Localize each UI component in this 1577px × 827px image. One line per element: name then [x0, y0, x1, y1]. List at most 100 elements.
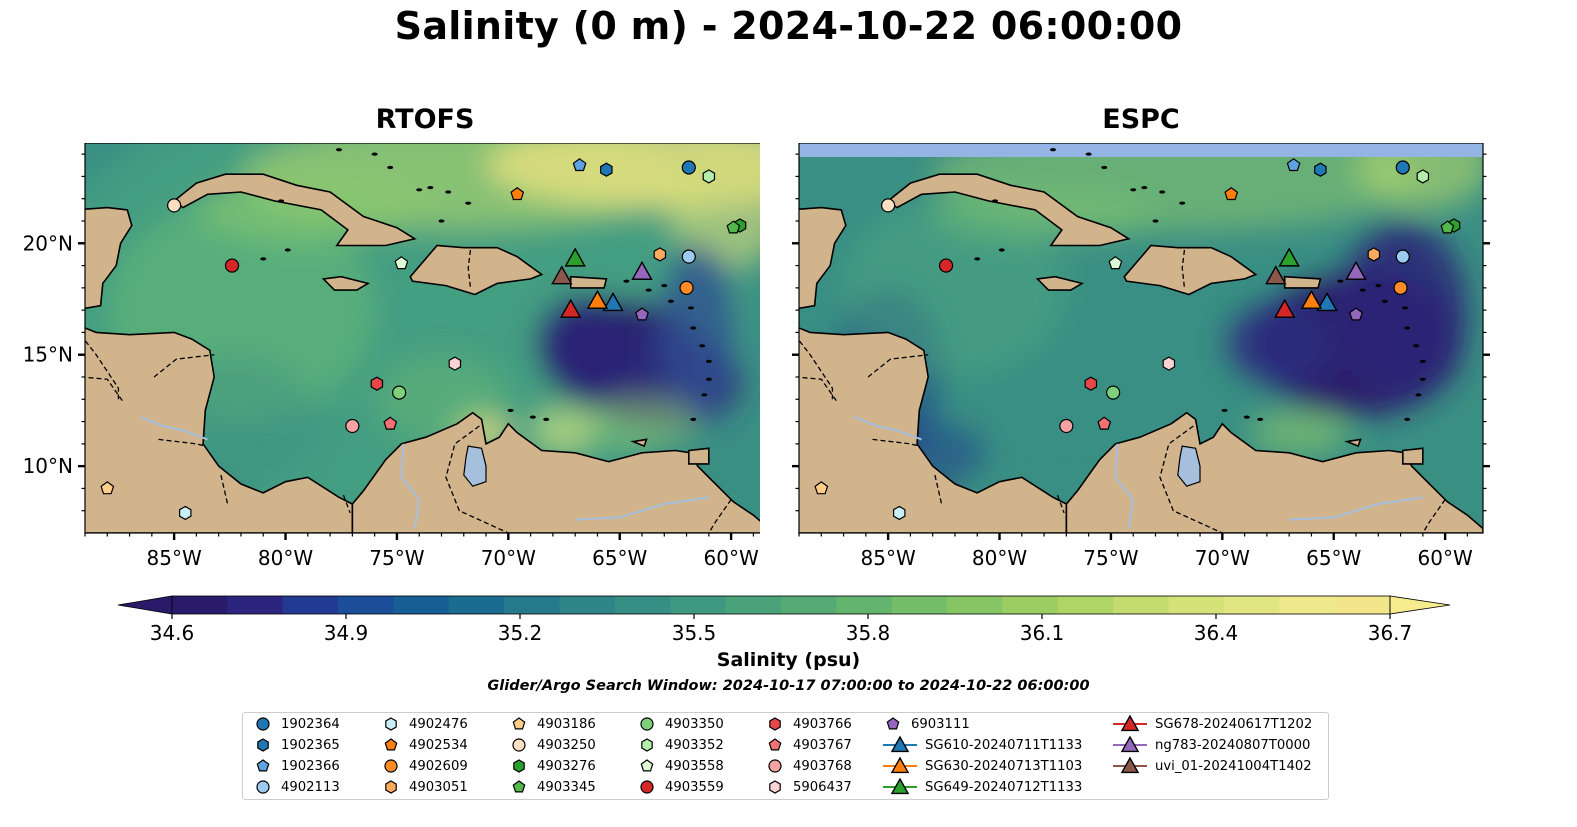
- legend-symbol: [883, 777, 917, 795]
- marker-SG678-20240617T1202: [560, 298, 582, 318]
- legend-symbol: [256, 717, 270, 731]
- legend-label: 6903111: [911, 716, 970, 732]
- marker-4903766: [1084, 376, 1098, 391]
- islet: [688, 306, 695, 310]
- legend-symbol: [385, 717, 397, 731]
- legend-symbol: [385, 780, 397, 794]
- marker-4902476: [893, 505, 906, 521]
- legend-symbol: [256, 759, 270, 772]
- islet: [438, 219, 445, 223]
- marker-4903345: [1440, 220, 1455, 234]
- river: [400, 443, 421, 529]
- colorbar: 34.6 34.9 35.2 35.5 35.8 36.1 36.4 36.7: [117, 595, 1451, 645]
- lon-tick-label: 65°W: [592, 546, 647, 570]
- legend-symbol: [513, 759, 525, 773]
- islet: [699, 344, 706, 348]
- legend-item-5906437: 5906437: [765, 777, 852, 797]
- panel-title-espc: ESPC: [1102, 104, 1180, 135]
- map-panel-espc: 85°W80°W75°W70°W65°W60°W20°N15°N10°N: [792, 143, 1490, 570]
- lon-tick-label: 75°W: [369, 546, 424, 570]
- lake-maracaibo: [1177, 445, 1201, 487]
- country-border: [158, 438, 206, 447]
- legend-symbol: [769, 717, 781, 731]
- marker-4903051: [653, 247, 667, 262]
- legend-symbol: [1113, 714, 1147, 732]
- colorbar-segment: [725, 596, 782, 614]
- islet: [335, 148, 342, 152]
- legend-symbol: [512, 738, 526, 752]
- map-content: [85, 143, 760, 533]
- marker-4903250: [881, 198, 896, 213]
- search-window-caption: Glider/Argo Search Window: 2024-10-17 07…: [487, 678, 1090, 694]
- marker-1902365: [600, 162, 613, 177]
- lake-maracaibo: [463, 445, 487, 487]
- legend-label: SG610-20240711T1133: [925, 737, 1083, 753]
- lon-tick-label: 65°W: [1306, 546, 1361, 570]
- marker-4903558: [1108, 256, 1123, 270]
- legend-item-SG678-20240617T1202: SG678-20240617T1202: [1113, 714, 1312, 734]
- colorbar-segment: [1113, 596, 1170, 614]
- islet: [661, 284, 668, 288]
- islet: [427, 185, 434, 190]
- legend-label: ng783-20240807T0000: [1155, 737, 1311, 753]
- plot-frame: [84, 143, 760, 534]
- colorbar-frame: [171, 595, 1391, 615]
- colorbar-segment: [947, 596, 1004, 614]
- legend-label: 1902364: [281, 716, 340, 732]
- colorbar-tick-label: 35.8: [846, 621, 891, 645]
- islet: [705, 359, 712, 363]
- islet: [371, 152, 378, 156]
- legend-label: 4902609: [409, 758, 468, 774]
- islet: [667, 299, 674, 303]
- islet: [974, 257, 981, 261]
- legend-symbol: [384, 738, 398, 751]
- colorbar-tick-label: 35.2: [498, 621, 543, 645]
- marker-5906437: [448, 356, 462, 371]
- legend-item-6903111: 6903111: [883, 714, 970, 734]
- land-margarita: [1344, 438, 1362, 448]
- legend-symbol: [512, 780, 526, 793]
- islet: [465, 201, 472, 205]
- marker-4903345: [726, 220, 741, 234]
- islet: [690, 417, 697, 421]
- legend-label: 4903276: [537, 758, 596, 774]
- islet: [1359, 288, 1366, 292]
- legend-label: uvi_01-20241004T1402: [1155, 758, 1312, 774]
- islet: [1152, 219, 1159, 223]
- marker-4903186: [814, 481, 829, 495]
- legend-item-SG649-20240712T1133: SG649-20240712T1133: [883, 777, 1082, 797]
- colorbar-extend-high: [1389, 595, 1451, 615]
- legend-item-4903768: 4903768: [765, 756, 852, 776]
- lon-tick-label: 60°W: [704, 546, 759, 570]
- marker-6903111: [635, 307, 649, 321]
- legend-label: 4903345: [537, 779, 596, 795]
- land-yucatan: [799, 206, 847, 310]
- plot-frame: [798, 143, 1484, 534]
- legend-label: SG649-20240712T1133: [925, 779, 1083, 795]
- colorbar-segment: [172, 596, 228, 614]
- legend-symbol: [256, 780, 270, 794]
- marker-ng783-20240807T0000: [1345, 260, 1367, 280]
- legend-symbol: [768, 759, 782, 773]
- islet: [1337, 279, 1344, 283]
- marker-SG610-20240711T1133: [602, 292, 624, 312]
- marker-4902113: [681, 249, 696, 264]
- lat-tick-label: 20°N: [23, 231, 73, 255]
- legend-item-4903558: 4903558: [637, 756, 724, 776]
- marker-4903352: [702, 169, 716, 184]
- marker-SG649-20240712T1133: [1278, 247, 1300, 267]
- legend-label: 4902113: [281, 779, 340, 795]
- legend-item-4903186: 4903186: [509, 714, 596, 734]
- land-southamerica: [351, 411, 760, 533]
- country-border: [342, 494, 351, 514]
- country-border: [1181, 249, 1186, 288]
- country-border: [1159, 425, 1223, 533]
- islet: [278, 199, 285, 203]
- country-border: [85, 376, 124, 402]
- marker-1902364: [1395, 160, 1410, 175]
- marker-4903559: [938, 258, 954, 273]
- land-puertorico: [569, 275, 608, 289]
- legend-item-4903767: 4903767: [765, 735, 852, 755]
- legend-item-4903051: 4903051: [381, 777, 468, 797]
- legend-symbol: [886, 717, 900, 730]
